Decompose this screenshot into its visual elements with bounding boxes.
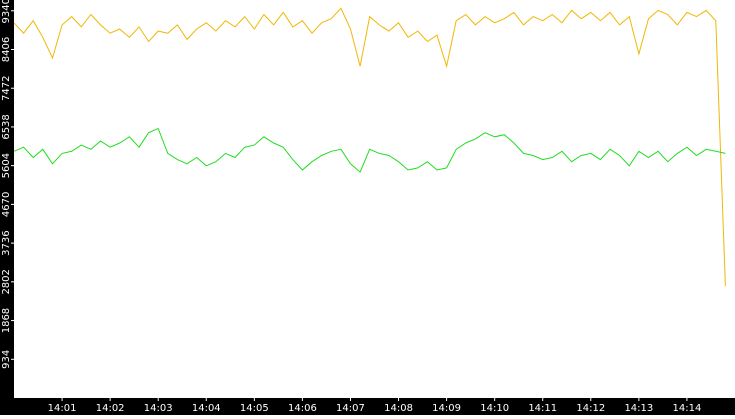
x-axis-strip xyxy=(0,398,735,415)
y-tick-label: 9340 xyxy=(1,0,12,24)
y-tick-label: 6538 xyxy=(1,114,12,139)
x-tick-label: 14:04 xyxy=(192,403,221,414)
x-tick-label: 14:06 xyxy=(288,403,317,414)
x-tick-label: 14:03 xyxy=(144,403,173,414)
x-tick-label: 14:13 xyxy=(624,403,653,414)
x-tick-label: 14:08 xyxy=(384,403,413,414)
y-tick-label: 4670 xyxy=(1,192,12,217)
x-tick-label: 14:01 xyxy=(48,403,77,414)
series-line xyxy=(13,7,726,287)
x-tick-label: 14:12 xyxy=(576,403,605,414)
x-tick-label: 14:05 xyxy=(240,403,269,414)
x-tick-label: 14:09 xyxy=(432,403,461,414)
x-tick-label: 14:11 xyxy=(528,403,557,414)
y-tick-label: 934 xyxy=(1,350,12,369)
y-tick-label: 5604 xyxy=(1,153,12,178)
x-tick-label: 14:14 xyxy=(673,403,702,414)
x-tick-label: 14:07 xyxy=(336,403,365,414)
y-tick-label: 8406 xyxy=(1,37,12,62)
y-tick-label: 1868 xyxy=(1,308,12,333)
y-tick-label: 2802 xyxy=(1,269,12,294)
series-line xyxy=(13,127,726,173)
y-axis-strip xyxy=(0,0,14,415)
y-tick-label: 3736 xyxy=(1,230,12,255)
x-tick-label: 14:02 xyxy=(96,403,125,414)
y-tick-label: 7472 xyxy=(1,75,12,100)
x-tick-label: 14:10 xyxy=(480,403,509,414)
